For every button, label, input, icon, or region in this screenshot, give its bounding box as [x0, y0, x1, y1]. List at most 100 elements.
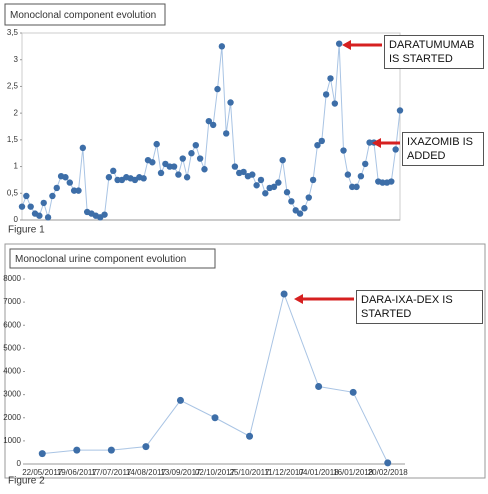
x-tick-label: 17/07/2017	[91, 468, 132, 477]
data-point	[192, 142, 199, 149]
data-point	[38, 450, 46, 458]
data-point	[288, 198, 295, 205]
data-point	[283, 189, 291, 196]
y-tick-label: 3000	[3, 390, 21, 399]
data-point	[201, 166, 208, 173]
data-point	[62, 174, 69, 181]
data-point	[246, 432, 254, 440]
x-tick-label: 11/12/2017	[264, 468, 304, 477]
y-tick-label: 0,5	[7, 188, 19, 197]
data-point	[340, 147, 347, 154]
data-point	[23, 192, 30, 200]
data-point	[110, 167, 117, 175]
chart-title: Monoclonal component evolution	[10, 10, 156, 21]
annotation: DARATUMUMAB IS STARTED	[384, 35, 484, 69]
data-point	[27, 203, 34, 210]
data-point	[101, 211, 108, 218]
y-tick-label: 4000	[3, 367, 21, 376]
data-point	[176, 396, 184, 404]
annotation-arrowhead	[342, 40, 351, 50]
x-tick-label: 25/10/2017	[230, 468, 271, 477]
title-box	[9, 248, 216, 269]
data-point	[240, 168, 247, 176]
data-point	[142, 443, 150, 451]
data-point	[140, 175, 147, 182]
data-point	[218, 43, 226, 50]
data-point	[275, 179, 282, 186]
data-point	[327, 75, 334, 82]
title-box	[4, 3, 166, 26]
figure-caption: Figure 2	[8, 476, 45, 487]
x-tick-label: 13/09/2017	[160, 468, 201, 477]
data-point	[18, 203, 26, 210]
data-point	[49, 192, 56, 200]
data-point	[40, 199, 47, 207]
data-point	[331, 100, 339, 107]
y-tick-label: 2,5	[7, 82, 19, 91]
data-point	[227, 99, 234, 106]
data-point	[335, 40, 343, 47]
data-point	[305, 194, 312, 201]
annotation: DARA-IXA-DEX IS STARTED	[356, 290, 483, 324]
y-tick-label: 0	[14, 215, 19, 224]
data-point	[349, 388, 357, 396]
data-point	[309, 176, 317, 184]
figure-caption: Figure 1	[8, 225, 45, 236]
data-point	[75, 187, 82, 194]
data-point	[392, 146, 399, 153]
y-tick-label: 3	[14, 55, 19, 64]
data-point	[231, 163, 239, 170]
y-tick-label: 6000	[3, 320, 21, 329]
x-tick-label: 04/01/2018	[299, 468, 340, 477]
x-tick-label: 20/02/2018	[368, 468, 409, 477]
y-tick-label: 2	[14, 108, 19, 117]
chart-title: Monoclonal urine component evolution	[15, 254, 186, 265]
data-point	[53, 184, 60, 192]
y-tick-label: 1	[14, 162, 19, 171]
data-point	[153, 140, 160, 148]
data-point	[344, 171, 352, 178]
data-point	[357, 172, 365, 180]
data-point	[170, 163, 178, 170]
annotation-arrowhead	[294, 294, 303, 304]
data-point	[362, 160, 369, 168]
data-point	[353, 183, 360, 191]
data-point	[223, 130, 230, 137]
data-point	[157, 169, 165, 177]
data-point	[66, 179, 73, 186]
y-tick-label: 2000	[3, 413, 21, 422]
chart-frame	[4, 243, 486, 479]
data-point	[44, 214, 52, 221]
data-point	[107, 446, 115, 454]
data-point	[249, 171, 256, 178]
data-point	[279, 156, 286, 164]
data-point	[296, 210, 304, 217]
data-point	[79, 144, 87, 152]
data-point	[280, 290, 288, 298]
data-point	[73, 446, 81, 454]
data-point	[105, 174, 113, 181]
data-point	[384, 459, 392, 467]
data-point	[175, 171, 182, 178]
data-point	[396, 107, 404, 114]
data-point	[214, 85, 221, 93]
y-tick-label: 8000	[3, 274, 21, 283]
y-tick-label: 5000	[3, 343, 21, 352]
x-tick-label: 14/08/2017	[126, 468, 167, 477]
data-point	[253, 182, 260, 189]
data-point	[314, 142, 321, 149]
y-tick-label: 7000	[3, 297, 21, 306]
data-point	[318, 137, 325, 145]
annotation: IXAZOMIB IS ADDED	[402, 132, 484, 166]
data-point	[257, 176, 265, 184]
data-point	[209, 121, 217, 129]
data-point	[301, 205, 308, 212]
data-line	[42, 292, 389, 464]
x-tick-label: 02/10/2017	[195, 468, 236, 477]
x-tick-label: 22/05/2017	[22, 468, 63, 477]
y-tick-label: 1000	[3, 436, 21, 445]
data-point	[183, 174, 191, 181]
y-tick-label: 0	[17, 459, 22, 468]
